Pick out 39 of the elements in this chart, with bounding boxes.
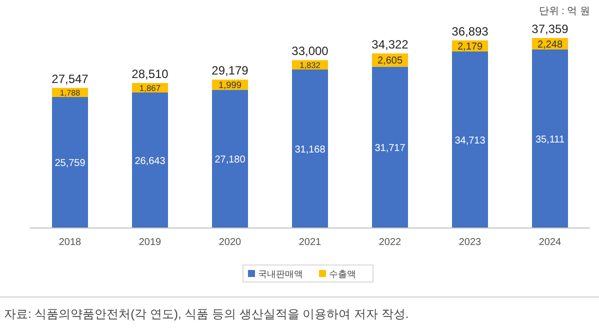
x-tick-label: 2024 bbox=[538, 237, 562, 248]
data-label: 1,832 bbox=[300, 60, 321, 70]
data-label: 31,168 bbox=[294, 144, 326, 156]
data-label: 2,605 bbox=[377, 56, 403, 67]
data-label: 25,759 bbox=[54, 158, 86, 170]
bar bbox=[212, 90, 248, 228]
data-label: 1,999 bbox=[218, 80, 242, 90]
data-label: 35,111 bbox=[535, 134, 565, 146]
bar bbox=[532, 49, 568, 228]
data-label: 1,788 bbox=[60, 88, 81, 98]
x-tick-label: 2018 bbox=[58, 237, 82, 248]
text: 자료: 식품의약품안전처(각 연도), 식품 등의 생산실적을 이용하여 저자 작성. bbox=[4, 307, 409, 321]
total-label: 28,510 bbox=[132, 67, 169, 82]
data-label: 34,713 bbox=[454, 135, 486, 146]
data-label: 31,717 bbox=[374, 142, 406, 154]
data-label: 2,179 bbox=[457, 42, 483, 53]
bar bbox=[372, 66, 408, 228]
x-tick-label: 2019 bbox=[138, 237, 162, 248]
total-label: 34,322 bbox=[372, 37, 409, 52]
total-label: 27,547 bbox=[52, 72, 89, 86]
bar bbox=[452, 51, 488, 228]
legend-label: 수출액 bbox=[329, 269, 356, 279]
x-tick-label: 2021 bbox=[298, 237, 322, 248]
bar bbox=[52, 96, 88, 228]
data-label: 1,867 bbox=[139, 82, 161, 93]
x-tick-label: 2023 bbox=[458, 237, 482, 248]
total-label: 29,179 bbox=[212, 64, 249, 78]
data-label: 2,248 bbox=[537, 39, 563, 50]
bar bbox=[292, 69, 328, 228]
x-tick-label: 2022 bbox=[378, 237, 402, 248]
legend-label: 국내판매액 bbox=[258, 269, 303, 279]
total-label: 33,000 bbox=[292, 44, 329, 58]
data-label: 26,643 bbox=[134, 156, 166, 167]
text: 단위 : 억 원 bbox=[538, 6, 590, 17]
x-tick-label: 2020 bbox=[218, 237, 242, 248]
total-label: 37,359 bbox=[532, 22, 569, 36]
total-label: 36,893 bbox=[452, 24, 489, 38]
bar bbox=[132, 92, 168, 228]
data-label: 27,180 bbox=[214, 154, 246, 166]
